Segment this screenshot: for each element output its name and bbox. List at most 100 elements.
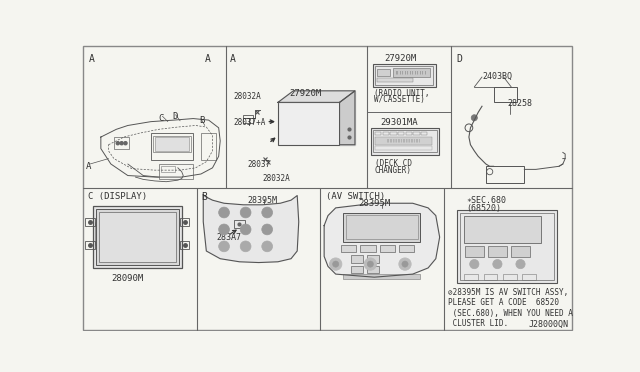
Bar — [393, 68, 429, 77]
Circle shape — [240, 224, 251, 235]
Bar — [180, 218, 189, 225]
Bar — [96, 209, 179, 265]
Bar — [346, 215, 418, 240]
Text: CHANGER): CHANGER) — [375, 166, 412, 174]
Bar — [93, 206, 182, 268]
Bar — [522, 274, 536, 280]
Circle shape — [402, 261, 408, 267]
Bar — [86, 218, 95, 225]
Bar — [406, 132, 412, 135]
Circle shape — [262, 207, 273, 218]
Bar — [159, 164, 193, 179]
Bar — [390, 132, 397, 135]
Polygon shape — [204, 195, 299, 263]
Bar — [161, 166, 175, 173]
Text: (DECK CD: (DECK CD — [375, 158, 412, 168]
Circle shape — [471, 115, 477, 121]
Text: 27920M: 27920M — [289, 89, 322, 98]
Bar — [488, 246, 507, 257]
Bar — [375, 66, 433, 85]
Bar — [376, 78, 413, 81]
Bar — [367, 266, 379, 273]
Bar — [367, 255, 379, 263]
Circle shape — [330, 258, 342, 270]
Bar — [376, 68, 390, 76]
Circle shape — [470, 260, 479, 269]
Circle shape — [240, 207, 251, 218]
Circle shape — [240, 241, 251, 252]
Circle shape — [493, 260, 502, 269]
Text: B: B — [200, 116, 205, 125]
Text: 28258: 28258 — [508, 99, 532, 108]
Text: 28090M: 28090M — [111, 274, 143, 283]
Bar — [511, 246, 530, 257]
Bar — [371, 128, 439, 155]
Bar — [464, 274, 478, 280]
Circle shape — [219, 241, 230, 252]
Bar — [458, 210, 557, 283]
Text: |||||||||||||: ||||||||||||| — [395, 70, 428, 74]
Text: A: A — [86, 162, 91, 171]
Bar — [155, 137, 189, 151]
Circle shape — [262, 241, 273, 252]
Text: ⊘28395M IS AV SWITCH ASSY,
PLEASE GET A CODE  68520
 (SEC.680), WHEN YOU NEED A
: ⊘28395M IS AV SWITCH ASSY, PLEASE GET A … — [448, 288, 573, 328]
Text: 29301MA: 29301MA — [380, 118, 418, 127]
Circle shape — [399, 258, 411, 270]
Polygon shape — [340, 91, 355, 145]
Bar — [399, 245, 414, 252]
Bar — [341, 245, 356, 252]
Bar — [375, 146, 432, 150]
Text: 28037: 28037 — [247, 160, 270, 169]
Text: 28032A: 28032A — [262, 174, 291, 183]
Bar — [463, 217, 541, 243]
Bar — [493, 87, 516, 102]
Bar — [383, 132, 389, 135]
Bar — [344, 212, 420, 242]
Text: B: B — [201, 192, 207, 202]
Bar — [421, 132, 428, 135]
Text: A: A — [90, 54, 95, 64]
Text: 28032A: 28032A — [234, 92, 261, 102]
Text: 28395M: 28395M — [359, 199, 391, 208]
Bar — [380, 245, 395, 252]
Circle shape — [516, 260, 525, 269]
Text: C: C — [159, 114, 164, 123]
Text: (RADIO UNIT,: (RADIO UNIT, — [374, 89, 429, 97]
Bar — [114, 137, 129, 148]
Bar — [86, 241, 95, 249]
Text: D: D — [456, 54, 463, 64]
Circle shape — [219, 224, 230, 235]
Bar — [484, 274, 497, 280]
Text: A: A — [230, 54, 236, 64]
Circle shape — [219, 207, 230, 218]
Circle shape — [120, 142, 123, 145]
Bar — [278, 102, 340, 145]
Circle shape — [124, 142, 127, 145]
Text: W/CASSETTE): W/CASSETTE) — [374, 95, 425, 104]
Bar — [373, 130, 436, 153]
Text: (68520): (68520) — [467, 204, 502, 213]
Bar — [503, 274, 516, 280]
Bar — [375, 132, 381, 135]
Bar — [243, 115, 253, 123]
Text: A: A — [205, 54, 211, 64]
Text: 27920M: 27920M — [384, 54, 417, 63]
Bar — [99, 212, 176, 262]
Bar — [201, 133, 216, 160]
Text: 283A7: 283A7 — [216, 233, 241, 242]
Bar — [486, 166, 524, 183]
Bar — [153, 135, 191, 153]
Bar — [234, 220, 245, 228]
Text: |||||||||||||||||||||: ||||||||||||||||||||| — [387, 139, 420, 143]
Polygon shape — [278, 91, 355, 102]
Bar — [344, 274, 420, 279]
Circle shape — [333, 261, 339, 267]
Text: 2403BQ: 2403BQ — [482, 71, 512, 81]
Bar — [180, 241, 189, 249]
Bar — [413, 132, 420, 135]
Bar — [151, 133, 193, 160]
Circle shape — [367, 261, 373, 267]
Text: ∗SEC.680: ∗SEC.680 — [467, 196, 507, 205]
Bar — [351, 266, 364, 273]
Polygon shape — [324, 203, 440, 277]
